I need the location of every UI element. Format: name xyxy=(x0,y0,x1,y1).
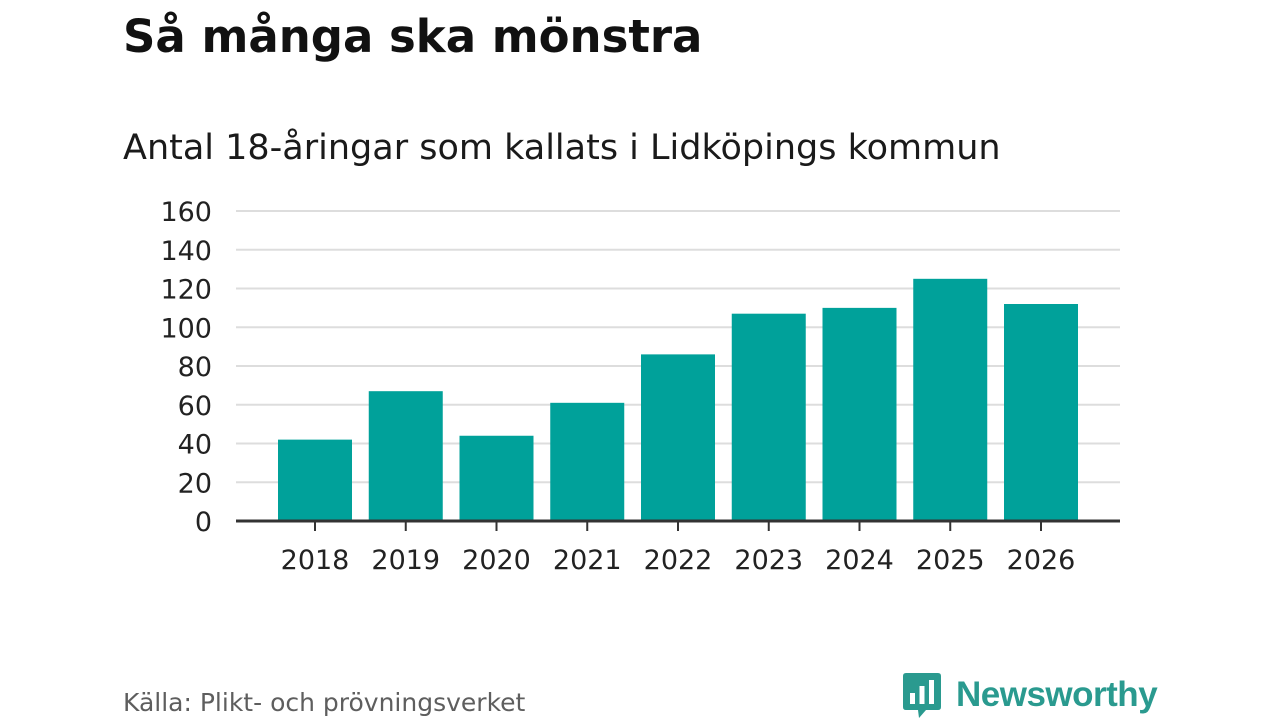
bar-2025 xyxy=(913,278,988,521)
x-axis xyxy=(236,519,1120,531)
x-tick-label: 2021 xyxy=(553,545,622,576)
x-tick-label: 2019 xyxy=(371,545,440,576)
bar-2024 xyxy=(822,307,897,521)
x-tick-label: 2023 xyxy=(734,545,803,576)
y-tick-label: 20 xyxy=(178,468,212,499)
y-tick-label: 60 xyxy=(178,391,212,422)
bar-2026 xyxy=(1004,304,1078,521)
x-axis-tick-labels: 2018 2019 2020 2021 2022 2023 2024 2025 2026 xyxy=(281,545,1076,576)
y-tick-label: 140 xyxy=(160,236,212,267)
bar-2021 xyxy=(550,402,625,521)
chart-subtitle: Antal 18-åringar som kallats i Lidköping… xyxy=(123,128,1001,168)
bars xyxy=(278,278,1078,521)
brand-logo-block: Newsworthy xyxy=(902,670,1158,720)
source-note: Källa: Plikt- och prövningsverket xyxy=(123,688,526,717)
bar-chart-speech-bubble-icon xyxy=(903,673,941,718)
x-tick-label: 2026 xyxy=(1007,545,1076,576)
x-tick-label: 2022 xyxy=(644,545,713,576)
y-tick-label: 120 xyxy=(160,275,212,306)
bar-2023 xyxy=(731,313,806,521)
x-tick-label: 2025 xyxy=(916,545,985,576)
chart-title: Så många ska mönstra xyxy=(123,10,703,63)
bar-2022 xyxy=(641,354,715,521)
y-tick-label: 0 xyxy=(195,507,212,538)
y-tick-label: 80 xyxy=(178,352,212,383)
y-axis-tick-labels: 0 20 40 60 80 100 120 140 160 xyxy=(160,197,212,538)
y-tick-label: 160 xyxy=(160,197,212,228)
y-tick-label: 100 xyxy=(160,313,212,344)
bar-2018 xyxy=(278,439,352,521)
brand-name: Newsworthy xyxy=(956,675,1158,714)
x-tick-label: 2024 xyxy=(825,545,894,576)
y-tick-label: 40 xyxy=(178,430,212,461)
bar-2019 xyxy=(368,391,443,521)
x-tick-label: 2020 xyxy=(462,545,531,576)
x-tick-label: 2018 xyxy=(281,545,350,576)
bar-2020 xyxy=(459,435,534,521)
